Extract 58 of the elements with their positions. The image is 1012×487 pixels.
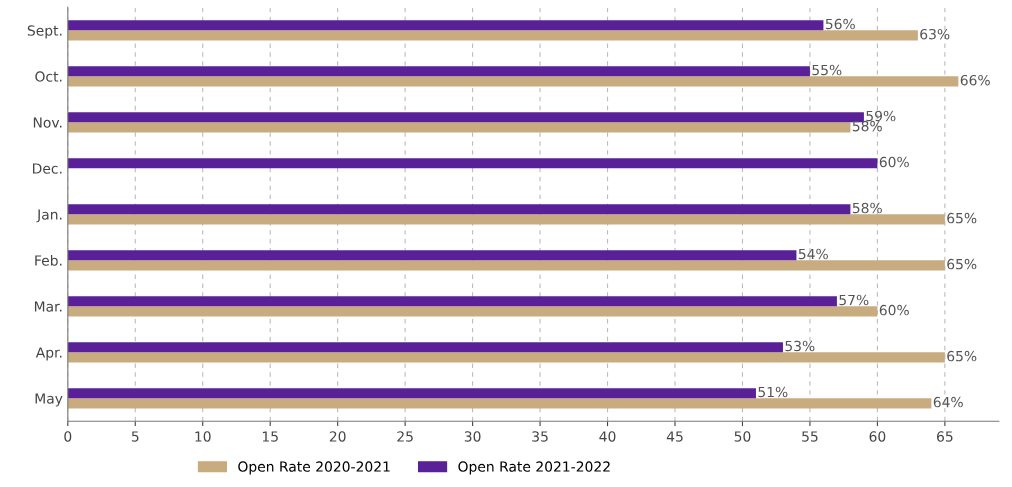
y-tick-label: Dec. <box>33 163 62 174</box>
bar <box>67 204 851 215</box>
legend-label: Open Rate 2020-2021 <box>238 461 390 475</box>
bar <box>67 30 918 41</box>
x-tick-label: 0 <box>64 431 72 442</box>
data-label: 56% <box>825 18 855 30</box>
bar <box>67 398 932 409</box>
y-tick-label: May <box>35 393 63 407</box>
y-tick-label: Apr. <box>35 347 62 361</box>
data-label: 60% <box>879 156 909 168</box>
data-label: 54% <box>798 248 828 260</box>
data-label: 53% <box>785 340 815 352</box>
y-tick-label: Sept. <box>27 25 62 39</box>
x-tick-label: 45 <box>666 431 683 442</box>
bar <box>67 352 945 363</box>
bar <box>67 20 824 31</box>
x-tick-label: 65 <box>937 431 953 442</box>
data-label: 64% <box>933 396 963 408</box>
data-label: 55% <box>812 64 842 76</box>
bar <box>67 296 837 307</box>
legend-label: Open Rate 2021-2022 <box>458 461 610 475</box>
x-tick-label: 25 <box>397 431 413 442</box>
y-tick-label: Jan. <box>36 209 62 223</box>
x-tick-label: 60 <box>869 431 886 442</box>
x-tick-label: 15 <box>262 431 278 442</box>
data-label: 59% <box>866 110 896 122</box>
bar <box>67 66 810 77</box>
data-label: 66% <box>960 74 990 86</box>
x-tick-label: 55 <box>802 431 818 442</box>
bar <box>67 158 878 169</box>
bar <box>67 214 945 225</box>
y-tick-label: Nov. <box>33 117 62 128</box>
x-tick-label: 30 <box>464 431 481 442</box>
bar <box>67 388 756 399</box>
y-tick-label: Feb. <box>35 255 62 266</box>
data-label: 57% <box>839 294 869 306</box>
data-label: 65% <box>947 212 977 224</box>
data-label: 60% <box>879 304 909 316</box>
data-label: 51% <box>758 386 788 398</box>
bar <box>67 76 959 87</box>
x-tick-label: 35 <box>532 431 548 442</box>
x-tick-label: 5 <box>131 431 139 442</box>
bar <box>67 122 851 133</box>
bar <box>67 260 945 271</box>
data-label: 58% <box>852 202 882 214</box>
data-label: 65% <box>947 350 977 362</box>
x-tick-label: 40 <box>599 431 616 442</box>
y-tick-label: Mar. <box>34 301 62 312</box>
x-tick-label: 50 <box>734 431 751 442</box>
bar <box>67 342 783 353</box>
bar <box>67 250 797 261</box>
y-tick-label: Oct. <box>35 71 62 82</box>
data-label: 58% <box>852 120 882 132</box>
data-label: 65% <box>947 258 977 270</box>
x-tick-label: 10 <box>195 431 211 442</box>
bar <box>67 306 878 317</box>
data-label: 63% <box>920 28 950 40</box>
x-tick-label: 20 <box>329 431 346 442</box>
